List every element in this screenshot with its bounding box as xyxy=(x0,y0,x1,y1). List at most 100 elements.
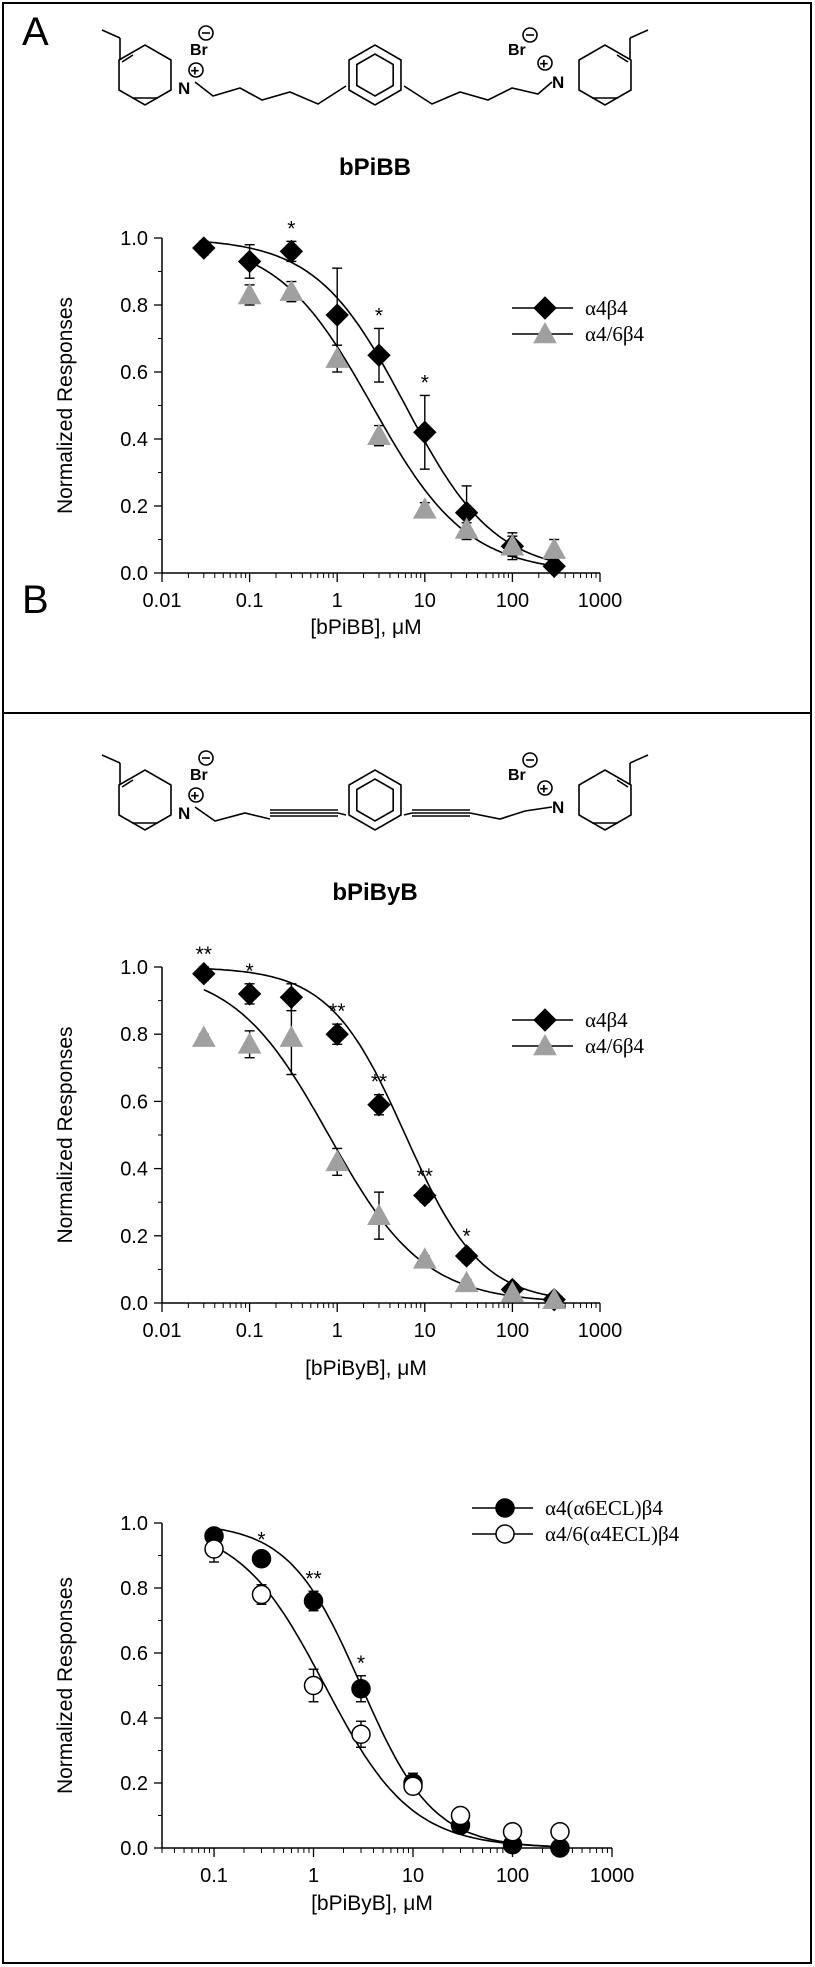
data-point-diamond xyxy=(533,296,557,320)
minus-charge-right xyxy=(522,752,538,768)
bromide-left: Br xyxy=(190,42,208,59)
x-tick-label: 1000 xyxy=(590,1865,635,1887)
data-point-circle-open xyxy=(450,1805,471,1826)
data-point-circle-open xyxy=(403,1776,423,1796)
data-point-triangle xyxy=(454,1270,479,1293)
data-point-triangle xyxy=(325,1149,350,1172)
y-tick-label: 0.4 xyxy=(120,1159,148,1181)
fit-curve-2 xyxy=(249,260,555,567)
data-point-triangle xyxy=(542,537,567,559)
linker xyxy=(337,812,347,816)
data-point-triangle xyxy=(500,534,525,556)
fit-curve-2 xyxy=(213,1545,561,1848)
panel-a-label: A xyxy=(22,10,49,54)
data-point-diamond xyxy=(413,1183,437,1208)
y-tick-label: 0.6 xyxy=(120,362,148,384)
y-tick-label: 0.6 xyxy=(120,1091,148,1113)
x-tick-label: 100 xyxy=(496,1320,529,1342)
series-1 xyxy=(192,962,566,1312)
data-point-triangle xyxy=(279,279,304,301)
nitrogen-right: N xyxy=(552,73,564,92)
benzene-ring xyxy=(348,44,402,106)
significance-marker: ** xyxy=(196,943,212,966)
data-point-diamond xyxy=(367,343,391,367)
bromide-left: Br xyxy=(190,767,208,784)
x-tick-label: 10 xyxy=(402,1865,424,1887)
y-tick-label: 0.4 xyxy=(120,1708,148,1730)
data-point-circle-open xyxy=(303,1675,324,1696)
plus-sign: + xyxy=(191,788,200,805)
legend-label: α4/6(α4ECL)β4 xyxy=(545,1522,680,1546)
x-tick-label: 1 xyxy=(332,590,343,612)
fit-curve-1 xyxy=(203,967,555,1298)
y-tick-label: 1.0 xyxy=(120,1513,148,1535)
alkyl-chain-right xyxy=(469,806,553,820)
significance-marker: * xyxy=(246,960,254,983)
compound-name: bPiByB xyxy=(332,879,417,906)
y-axis-label: Normalized Responses xyxy=(54,297,77,514)
data-point-triangle xyxy=(533,321,557,344)
methyl-right xyxy=(629,29,649,39)
data-point-diamond xyxy=(367,1093,391,1117)
data-point-circle-open xyxy=(204,1539,224,1559)
alkyl-chain-left xyxy=(194,806,271,822)
butyl-chain-right xyxy=(403,81,553,105)
x-tick-label: 0.1 xyxy=(236,1320,264,1342)
data-point-triangle xyxy=(279,1025,304,1047)
y-axis-label: Normalized Responses xyxy=(54,1026,77,1243)
y-tick-label: 0.8 xyxy=(120,1578,148,1600)
pyridinium-ring-right xyxy=(578,769,632,831)
data-point-circle-open xyxy=(502,1822,523,1842)
data-point-diamond xyxy=(325,1022,349,1046)
significance-marker: * xyxy=(257,1528,265,1551)
significance-marker: ** xyxy=(371,1071,387,1094)
double-bond xyxy=(121,779,134,788)
significance-marker: ** xyxy=(417,1165,433,1188)
data-point-diamond xyxy=(454,1244,479,1268)
data-point-diamond xyxy=(542,554,566,579)
data-point-diamond xyxy=(237,249,262,274)
benzene-inner-ring xyxy=(356,778,394,822)
data-point-diamond xyxy=(325,303,349,327)
data-point-circle-open xyxy=(251,1584,272,1605)
y-tick-label: 0.4 xyxy=(120,429,148,451)
double-bond xyxy=(616,54,629,63)
y-tick-label: 0.6 xyxy=(120,1643,148,1665)
chart-2: 0.0 0.2 0.4 0.6 0.8 1.0 0.01 0.1 1 10 100 1000 [bPiB… xyxy=(54,943,645,1380)
x-tick-label: 100 xyxy=(496,590,529,612)
data-point-diamond xyxy=(237,982,262,1006)
data-point-diamond xyxy=(279,239,304,264)
data-point-triangle xyxy=(412,497,437,519)
data-point-diamond xyxy=(192,962,216,986)
data-point-diamond xyxy=(413,420,437,445)
minus-charge-left xyxy=(198,25,214,41)
double-bond xyxy=(121,54,134,63)
compound-name: bPiBB xyxy=(339,154,411,181)
data-point-triangle xyxy=(367,1203,391,1225)
x-tick-label: 0.01 xyxy=(143,1320,182,1342)
methyl-right xyxy=(629,754,649,764)
series-2 xyxy=(237,279,567,561)
y-tick-label: 1.0 xyxy=(120,228,148,250)
y-tick-label: 0.8 xyxy=(120,1024,148,1046)
y-tick-label: 0.2 xyxy=(120,1773,148,1795)
x-tick-label: 10 xyxy=(414,1320,436,1342)
x-axis-label: [bPiByB], μM xyxy=(305,1357,427,1380)
x-tick-label: 1 xyxy=(332,1320,343,1342)
significance-marker: * xyxy=(421,371,429,394)
data-point-triangle xyxy=(237,1032,262,1054)
data-point-circle-open xyxy=(550,1822,570,1842)
benzene-ring xyxy=(348,769,402,831)
x-tick-label: 1000 xyxy=(578,590,623,612)
x-tick-label: 0.1 xyxy=(236,590,264,612)
data-point-triangle xyxy=(237,282,262,305)
plus-charge-right xyxy=(537,780,553,796)
data-point-circle-filled xyxy=(351,1679,371,1699)
data-point-triangle xyxy=(325,346,350,368)
x-tick-label: 1 xyxy=(308,1865,319,1887)
nitrogen-left: N xyxy=(178,804,190,823)
y-axis-label: Normalized Responses xyxy=(54,1577,77,1794)
